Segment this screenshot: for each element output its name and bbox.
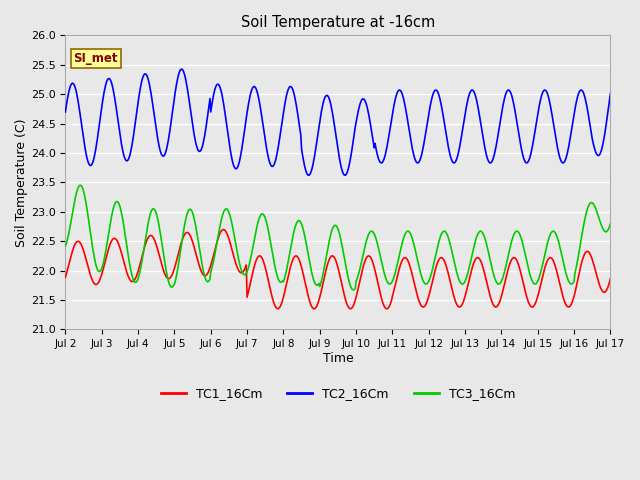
Text: SI_met: SI_met <box>74 52 118 65</box>
Title: Soil Temperature at -16cm: Soil Temperature at -16cm <box>241 15 435 30</box>
Y-axis label: Soil Temperature (C): Soil Temperature (C) <box>15 118 28 247</box>
Legend: TC1_16Cm, TC2_16Cm, TC3_16Cm: TC1_16Cm, TC2_16Cm, TC3_16Cm <box>156 383 520 406</box>
X-axis label: Time: Time <box>323 352 353 365</box>
